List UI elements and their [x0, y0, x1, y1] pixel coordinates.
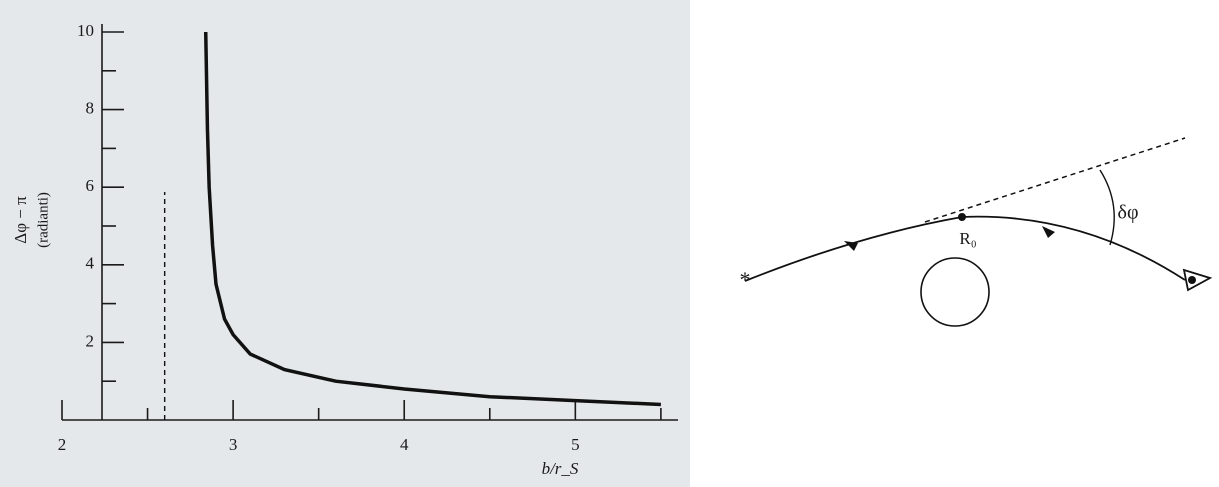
y-tick-label: 2	[86, 331, 95, 350]
point-label: R₀	[959, 229, 976, 248]
eye-pupil	[1188, 276, 1196, 284]
x-tick-label: 4	[400, 435, 409, 454]
photo-background	[0, 0, 690, 487]
y-axis-label: Δφ − π	[11, 196, 30, 244]
data-line	[203, 31, 661, 407]
arrow	[1042, 226, 1055, 238]
star: *	[740, 267, 751, 292]
y-tick-label: 6	[86, 176, 95, 195]
y-tick-label: 4	[86, 254, 95, 273]
x-tick-label: 3	[229, 435, 238, 454]
mass	[920, 257, 990, 327]
x-tick-label: 5	[571, 435, 580, 454]
y-tick-label: 8	[86, 99, 95, 118]
x-tick-label: 2	[58, 435, 67, 454]
deflection-diagram: * R₀ δφ	[740, 137, 1213, 327]
angle-arc	[1099, 169, 1115, 246]
tangent-line	[924, 137, 1186, 223]
y-axis-unit: (radianti)	[35, 192, 51, 248]
eye	[1182, 268, 1213, 292]
y-tick-label: 10	[77, 21, 94, 40]
closest-point	[958, 213, 966, 221]
light-path	[744, 215, 1186, 282]
plot: 2 4 6 8 10 2 3 4 5 b/r_S Δφ − π (radianti)	[11, 21, 678, 478]
angle-label: δφ	[1118, 202, 1139, 224]
x-axis-label: b/r_S	[542, 459, 579, 478]
arrow	[844, 241, 858, 251]
